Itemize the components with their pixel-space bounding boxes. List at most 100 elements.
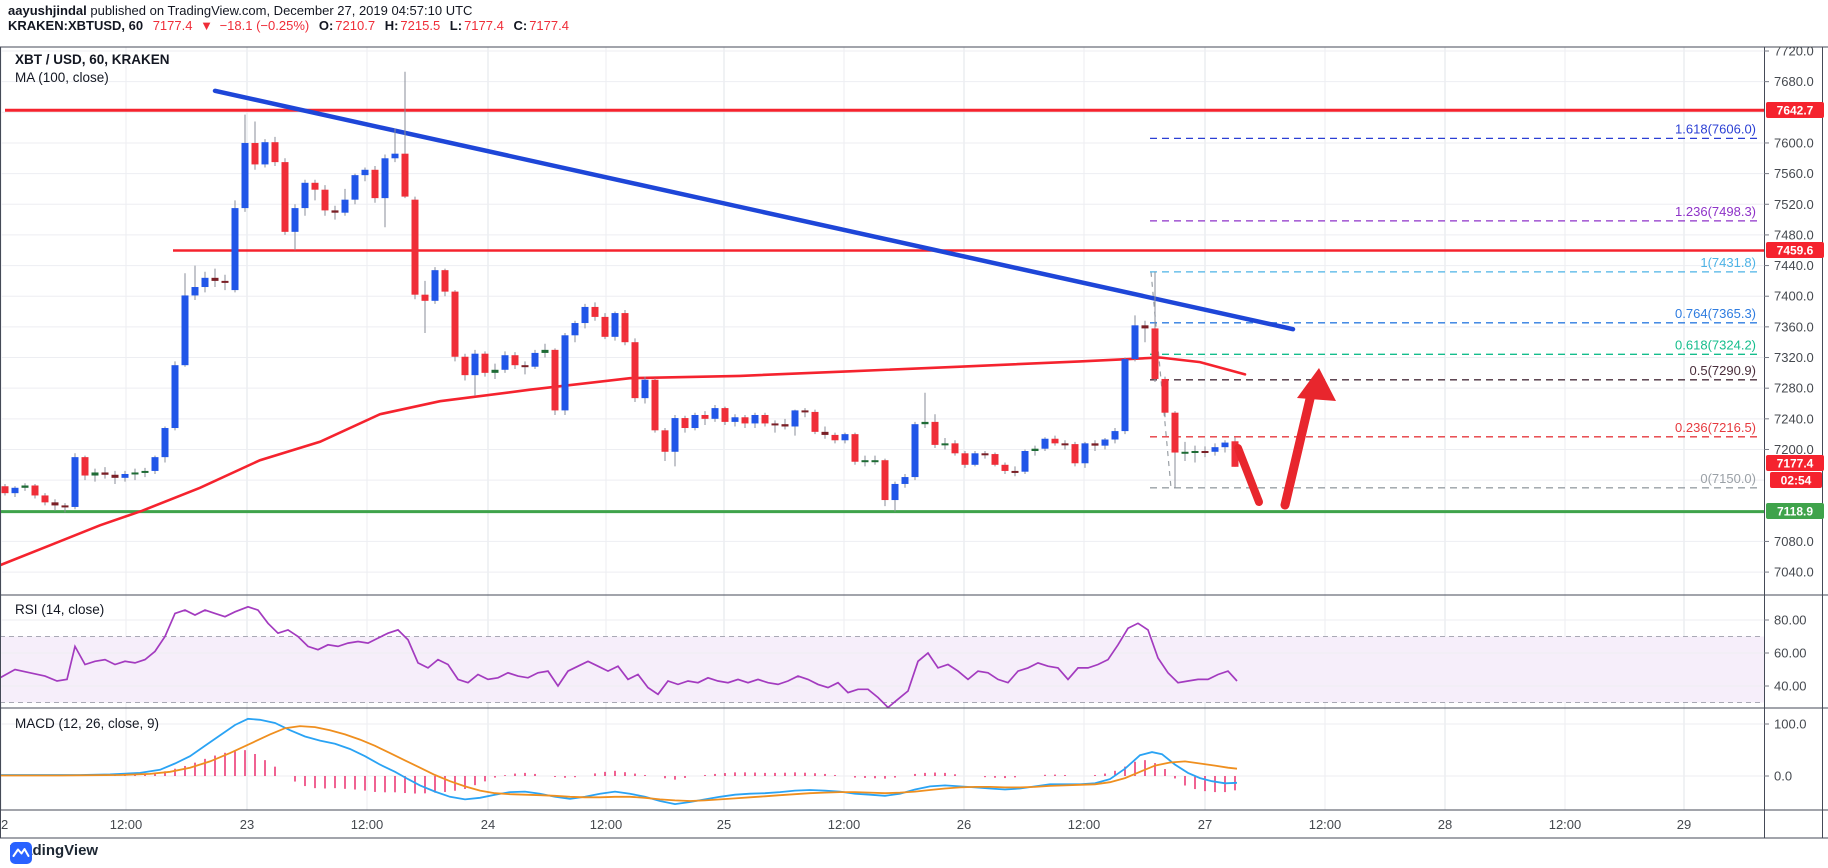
- candle[interactable]: [591, 306, 599, 317]
- candle[interactable]: [1021, 451, 1029, 472]
- candle[interactable]: [1121, 359, 1129, 432]
- candle[interactable]: [811, 411, 819, 432]
- candle[interactable]: [961, 453, 969, 465]
- candle[interactable]: [711, 408, 719, 419]
- candle[interactable]: [541, 349, 549, 353]
- candle[interactable]: [51, 502, 59, 506]
- time-axis-label[interactable]: 26: [957, 817, 971, 832]
- candle[interactable]: [201, 277, 209, 288]
- macd-indicator-label[interactable]: MACD (12, 26, close, 9): [15, 716, 160, 731]
- candle[interactable]: [731, 417, 739, 422]
- candle[interactable]: [1041, 438, 1049, 449]
- candle[interactable]: [1051, 438, 1059, 444]
- candle[interactable]: [61, 505, 69, 508]
- candle[interactable]: [551, 349, 559, 411]
- candle[interactable]: [371, 169, 379, 199]
- candle[interactable]: [1071, 444, 1079, 464]
- macd-line[interactable]: [0, 717, 1238, 806]
- candle[interactable]: [1031, 448, 1039, 452]
- candle[interactable]: [821, 431, 829, 435]
- ma-indicator-label[interactable]: MA (100, close): [15, 70, 109, 85]
- time-axis-label[interactable]: 12:00: [1309, 817, 1342, 832]
- candle[interactable]: [41, 495, 49, 503]
- drawn-arrow-up-shaft[interactable]: [1280, 381, 1318, 510]
- descending-trendline[interactable]: [212, 88, 1296, 332]
- candle[interactable]: [951, 443, 959, 454]
- candle[interactable]: [681, 418, 689, 429]
- candle[interactable]: [741, 417, 749, 424]
- candle[interactable]: [151, 457, 159, 471]
- candle[interactable]: [761, 414, 769, 424]
- candle[interactable]: [381, 158, 389, 199]
- candle[interactable]: [101, 472, 109, 475]
- candle[interactable]: [421, 294, 429, 301]
- candle[interactable]: [161, 428, 169, 458]
- candle[interactable]: [511, 355, 519, 366]
- candle[interactable]: [981, 453, 989, 456]
- candle[interactable]: [751, 414, 759, 424]
- candle[interactable]: [1181, 451, 1189, 454]
- candle[interactable]: [311, 182, 319, 190]
- candle[interactable]: [241, 142, 249, 209]
- candle[interactable]: [561, 335, 569, 411]
- candle[interactable]: [321, 189, 329, 211]
- candle[interactable]: [111, 474, 119, 478]
- time-axis-label[interactable]: 23: [240, 817, 254, 832]
- candle[interactable]: [301, 182, 309, 209]
- candle[interactable]: [911, 424, 919, 478]
- candle[interactable]: [451, 291, 459, 357]
- candle[interactable]: [211, 277, 219, 281]
- candle[interactable]: [291, 208, 299, 232]
- candle[interactable]: [921, 421, 929, 425]
- signal-line[interactable]: [0, 725, 1238, 802]
- candle[interactable]: [171, 365, 179, 429]
- time-axis-label[interactable]: 12:00: [351, 817, 384, 832]
- candle[interactable]: [801, 410, 809, 413]
- candle[interactable]: [1141, 325, 1149, 329]
- candle[interactable]: [831, 434, 839, 441]
- candle[interactable]: [1171, 412, 1179, 453]
- time-axis-label[interactable]: 24: [481, 817, 495, 832]
- candle[interactable]: [651, 379, 659, 431]
- candle[interactable]: [631, 342, 639, 399]
- candle[interactable]: [391, 153, 399, 159]
- candle[interactable]: [641, 379, 649, 399]
- candle[interactable]: [21, 485, 29, 488]
- candle[interactable]: [1061, 443, 1069, 446]
- candle[interactable]: [461, 356, 469, 376]
- candle[interactable]: [1131, 325, 1139, 360]
- candle[interactable]: [481, 353, 489, 373]
- candle[interactable]: [31, 485, 39, 496]
- candle[interactable]: [581, 306, 589, 324]
- candle[interactable]: [721, 408, 729, 422]
- candle[interactable]: [601, 316, 609, 337]
- candle[interactable]: [331, 210, 339, 213]
- candle[interactable]: [131, 472, 139, 475]
- candle[interactable]: [1001, 464, 1009, 471]
- candle[interactable]: [531, 352, 539, 367]
- candle[interactable]: [621, 313, 629, 343]
- time-axis-label[interactable]: 12:00: [1549, 817, 1582, 832]
- candle[interactable]: [521, 365, 529, 368]
- candle[interactable]: [871, 460, 879, 463]
- candle[interactable]: [1221, 442, 1229, 448]
- candle[interactable]: [861, 460, 869, 463]
- candle[interactable]: [361, 169, 369, 176]
- candle[interactable]: [881, 460, 889, 501]
- candle[interactable]: [121, 473, 129, 478]
- candle[interactable]: [781, 424, 789, 427]
- candle[interactable]: [231, 208, 239, 291]
- time-axis-label[interactable]: 12:00: [110, 817, 143, 832]
- candle[interactable]: [691, 414, 699, 429]
- candle[interactable]: [1081, 443, 1089, 464]
- candle[interactable]: [891, 483, 899, 501]
- candle[interactable]: [221, 280, 229, 283]
- candle[interactable]: [971, 453, 979, 465]
- candle[interactable]: [401, 153, 409, 197]
- time-axis-label[interactable]: 25: [717, 817, 731, 832]
- candle[interactable]: [791, 410, 799, 427]
- candle[interactable]: [411, 199, 419, 295]
- tradingview-logo[interactable]: TradingView: [10, 842, 98, 864]
- candle[interactable]: [181, 295, 189, 366]
- candle[interactable]: [11, 487, 19, 494]
